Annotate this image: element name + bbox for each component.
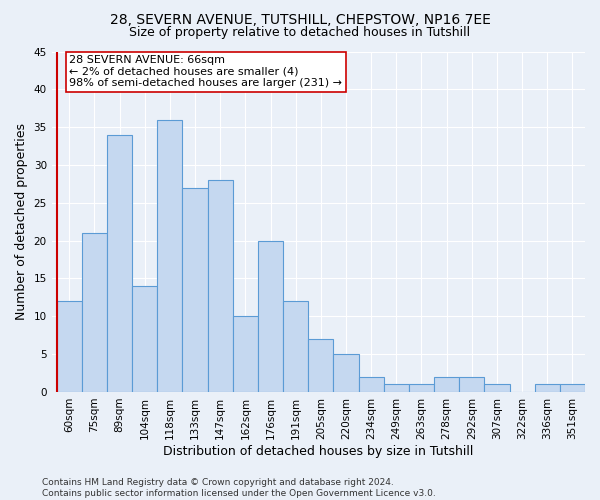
Text: Size of property relative to detached houses in Tutshill: Size of property relative to detached ho… — [130, 26, 470, 39]
Bar — [484, 384, 509, 392]
X-axis label: Distribution of detached houses by size in Tutshill: Distribution of detached houses by size … — [163, 444, 473, 458]
Bar — [208, 180, 233, 392]
Bar — [182, 188, 208, 392]
Bar — [258, 240, 283, 392]
Bar — [409, 384, 434, 392]
Bar — [283, 301, 308, 392]
Text: 28, SEVERN AVENUE, TUTSHILL, CHEPSTOW, NP16 7EE: 28, SEVERN AVENUE, TUTSHILL, CHEPSTOW, N… — [110, 12, 490, 26]
Text: Contains HM Land Registry data © Crown copyright and database right 2024.
Contai: Contains HM Land Registry data © Crown c… — [42, 478, 436, 498]
Bar — [157, 120, 182, 392]
Bar — [434, 377, 459, 392]
Text: 28 SEVERN AVENUE: 66sqm
← 2% of detached houses are smaller (4)
98% of semi-deta: 28 SEVERN AVENUE: 66sqm ← 2% of detached… — [69, 56, 342, 88]
Bar — [82, 233, 107, 392]
Bar — [535, 384, 560, 392]
Y-axis label: Number of detached properties: Number of detached properties — [15, 123, 28, 320]
Bar — [359, 377, 384, 392]
Bar — [334, 354, 359, 392]
Bar — [132, 286, 157, 392]
Bar — [56, 301, 82, 392]
Bar — [384, 384, 409, 392]
Bar — [233, 316, 258, 392]
Bar — [308, 339, 334, 392]
Bar — [107, 134, 132, 392]
Bar — [560, 384, 585, 392]
Bar — [459, 377, 484, 392]
